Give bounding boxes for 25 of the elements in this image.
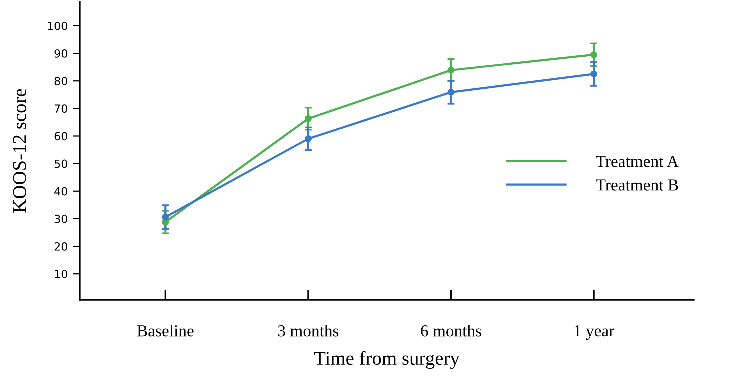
x-tick-label: 1 year [574,326,614,340]
y-axis-title: KOOS-12 score [13,89,26,213]
x-tick-label: 3 months [278,325,339,337]
point [590,51,598,58]
x-axis-title: Time from surgery [314,351,460,370]
y-tick-label: 20 [54,242,68,251]
y-tick-label: 80 [54,77,68,86]
point [448,66,455,74]
point [448,88,455,96]
y-tick-label: 90 [54,50,68,58]
point [304,115,312,122]
y-tick-label: 10 [55,270,68,278]
point [304,136,312,142]
y-tick-label: 60 [54,132,68,141]
x-tick-label: Baseline [137,325,194,337]
y-tick-label: 40 [54,187,68,196]
point [162,214,170,221]
legend-label: Treatment A [596,156,679,168]
legend-label: Treatment B [596,180,678,191]
y-tick-label: 70 [54,104,68,114]
y-tick-label: 50 [54,160,68,168]
x-tick-label: 6 months [421,325,482,337]
point [590,70,598,78]
y-tick-label: 30 [54,214,68,224]
y-tick-label: 100 [48,22,68,30]
